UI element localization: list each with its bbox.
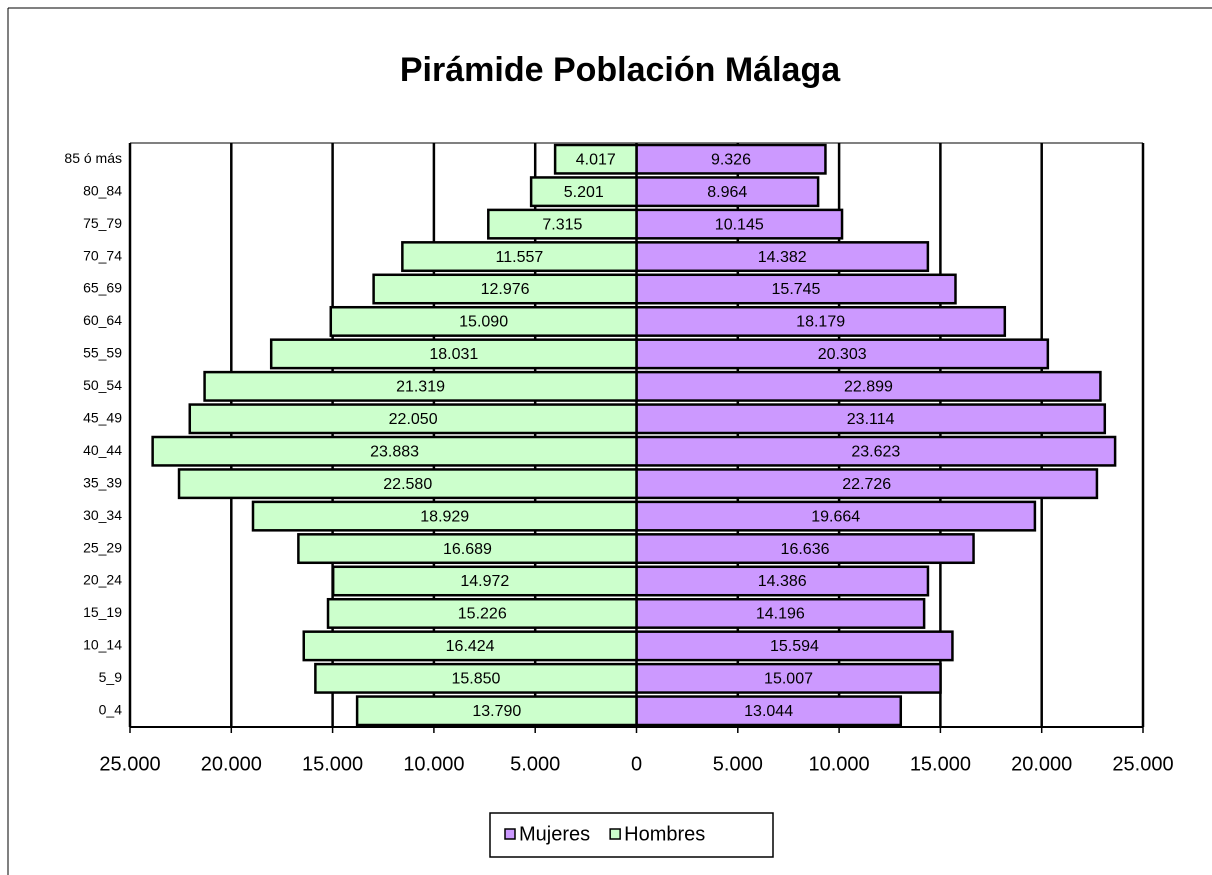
x-tick-label: 5.000 — [510, 753, 560, 775]
data-label: 19.664 — [811, 508, 860, 525]
data-label: 22.726 — [842, 476, 891, 493]
data-label: 22.580 — [383, 476, 432, 493]
data-label: 15.745 — [772, 281, 821, 298]
bar — [487, 208, 638, 240]
data-label: 14.382 — [758, 249, 807, 266]
data-label: 18.179 — [796, 314, 845, 331]
data-label: 10.145 — [715, 216, 764, 233]
x-tick-label: 20.000 — [1011, 753, 1072, 775]
data-label: 12.976 — [481, 281, 530, 298]
bar — [251, 500, 638, 532]
bar — [331, 565, 638, 597]
x-tick-label: 15.000 — [910, 753, 971, 775]
bar — [635, 435, 1117, 467]
y-tick-label: 5_9 — [99, 669, 123, 685]
x-tick-label: 10.000 — [809, 753, 870, 775]
bar — [635, 305, 1007, 337]
y-tick-label: 60_64 — [83, 312, 122, 328]
data-label: 16.689 — [443, 541, 492, 558]
data-label: 15.090 — [459, 314, 508, 331]
bar — [297, 533, 638, 565]
data-label: 15.594 — [770, 638, 819, 655]
y-tick-label: 0_4 — [99, 701, 123, 717]
y-tick-label: 10_14 — [83, 637, 122, 653]
bar — [635, 273, 957, 305]
data-label: 18.929 — [420, 508, 469, 525]
x-tick-label: 10.000 — [403, 753, 464, 775]
data-label: 15.226 — [458, 606, 507, 623]
data-label: 21.319 — [396, 379, 445, 396]
bar — [401, 241, 638, 273]
y-tick-label: 20_24 — [83, 572, 122, 588]
y-tick-label: 55_59 — [83, 345, 122, 361]
y-tick-label: 40_44 — [83, 442, 122, 458]
y-tick-label: 25_29 — [83, 539, 122, 555]
y-tick-label: 80_84 — [83, 182, 122, 198]
x-tick-label: 0 — [631, 753, 642, 775]
data-label: 14.972 — [460, 573, 509, 590]
bar — [635, 533, 975, 565]
bar — [269, 338, 638, 370]
data-label: 20.303 — [818, 346, 867, 363]
data-label: 22.050 — [389, 411, 438, 428]
bar — [188, 403, 638, 435]
legend-label: Hombres — [624, 823, 705, 845]
data-label: 4.017 — [576, 151, 616, 168]
data-label: 23.883 — [370, 443, 419, 460]
bar — [635, 500, 1037, 532]
bar — [529, 176, 638, 208]
legend-marker — [609, 828, 621, 840]
data-label: 5.201 — [564, 184, 604, 201]
data-label: 22.899 — [844, 379, 893, 396]
y-tick-label: 45_49 — [83, 409, 122, 425]
y-tick-label: 15_19 — [83, 604, 122, 620]
legend: Mujeres Hombres — [489, 812, 774, 858]
legend-label: Mujeres — [519, 823, 590, 845]
bar — [635, 338, 1050, 370]
x-tick-label: 15.000 — [302, 753, 363, 775]
bar — [203, 370, 638, 402]
bar — [329, 305, 638, 337]
data-label: 23.623 — [851, 443, 900, 460]
legend-box — [489, 812, 774, 858]
bar — [326, 597, 638, 629]
y-tick-label: 75_79 — [83, 215, 122, 231]
data-label: 11.557 — [496, 249, 544, 266]
data-label: 15.007 — [764, 671, 813, 688]
data-label: 9.326 — [711, 151, 751, 168]
bar — [372, 273, 638, 305]
data-label: 13.044 — [744, 703, 793, 720]
data-label: 18.031 — [429, 346, 478, 363]
y-tick-label: 65_69 — [83, 280, 122, 296]
data-label: 8.964 — [707, 184, 747, 201]
x-tick-label: 25.000 — [99, 753, 160, 775]
x-tick-label: 5.000 — [713, 753, 763, 775]
data-label: 14.386 — [758, 573, 807, 590]
y-tick-label: 30_34 — [83, 507, 122, 523]
x-tick-label: 20.000 — [201, 753, 262, 775]
x-tick-label: 25.000 — [1112, 753, 1173, 775]
bar — [635, 370, 1102, 402]
data-label: 14.196 — [756, 606, 805, 623]
y-tick-label: 85 ó más — [64, 150, 122, 166]
y-tick-label: 70_74 — [83, 247, 122, 263]
bar — [635, 208, 844, 240]
data-label: 15.850 — [451, 671, 500, 688]
chart-title: Pirámide Población Málaga — [400, 51, 841, 89]
y-tick-label: 35_39 — [83, 474, 122, 490]
legend-marker — [504, 828, 516, 840]
data-label: 7.315 — [542, 216, 582, 233]
data-label: 23.114 — [847, 411, 895, 428]
y-tick-label: 50_54 — [83, 377, 122, 393]
data-label: 16.636 — [781, 541, 830, 558]
data-label: 16.424 — [446, 638, 495, 655]
data-label: 13.790 — [472, 703, 521, 720]
